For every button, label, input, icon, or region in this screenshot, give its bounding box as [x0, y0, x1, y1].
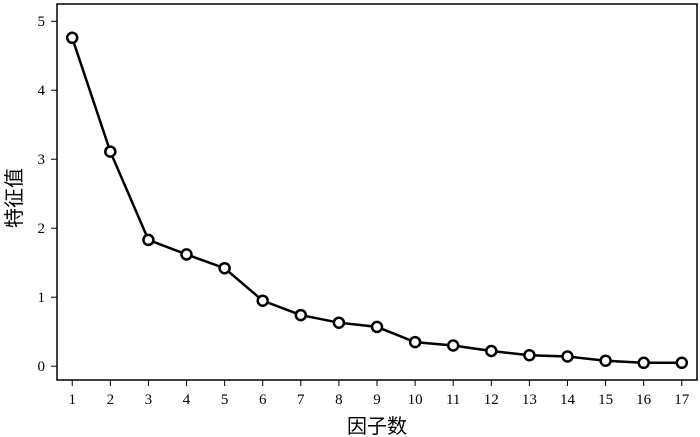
x-tick-label: 1: [68, 392, 76, 408]
y-tick-label: 2: [38, 221, 46, 237]
x-axis: 1 2 3 4 5 6 7 8 9 10 11 12 13 14 15 16 17: [68, 380, 690, 408]
data-point: [523, 348, 536, 362]
data-points: [65, 31, 689, 370]
data-point: [104, 145, 117, 158]
data-point: [180, 248, 193, 261]
y-axis: 0 1 2 3 4 5: [38, 14, 57, 375]
data-point: [256, 294, 269, 307]
x-tick-label: 2: [107, 392, 115, 408]
x-tick-label: 15: [598, 392, 613, 408]
data-point: [637, 356, 650, 370]
data-point: [142, 233, 155, 247]
data-point: [599, 354, 612, 367]
x-tick-label: 5: [221, 392, 229, 408]
x-axis-title: 因子数: [347, 414, 407, 437]
data-point: [370, 320, 384, 334]
x-tick-label: 14: [560, 392, 576, 408]
data-point: [408, 335, 422, 349]
x-tick-label: 9: [373, 392, 381, 408]
x-tick-label: 13: [522, 392, 537, 408]
y-axis-title: 特征值: [2, 168, 26, 228]
x-tick-label: 8: [335, 392, 343, 408]
data-point: [65, 31, 79, 45]
x-tick-label: 4: [183, 392, 191, 408]
x-tick-label: 3: [145, 392, 153, 408]
x-tick-label: 10: [408, 392, 423, 408]
y-tick-label: 3: [38, 152, 46, 168]
data-point: [218, 261, 231, 275]
data-point: [561, 350, 574, 363]
y-tick-label: 1: [38, 290, 46, 306]
data-point: [446, 339, 460, 352]
data-point: [294, 308, 308, 322]
y-tick-label: 0: [38, 359, 46, 375]
y-tick-label: 4: [38, 83, 46, 99]
x-tick-label: 6: [259, 392, 267, 408]
x-tick-label: 11: [446, 392, 460, 408]
x-tick-label: 12: [484, 392, 499, 408]
data-point: [485, 344, 498, 358]
x-tick-label: 17: [674, 392, 690, 408]
x-tick-label: 16: [636, 392, 652, 408]
series-line: [71, 37, 682, 365]
x-tick-label: 7: [297, 392, 305, 408]
data-point: [332, 316, 346, 329]
data-point: [675, 356, 689, 370]
y-tick-label: 5: [38, 14, 46, 30]
